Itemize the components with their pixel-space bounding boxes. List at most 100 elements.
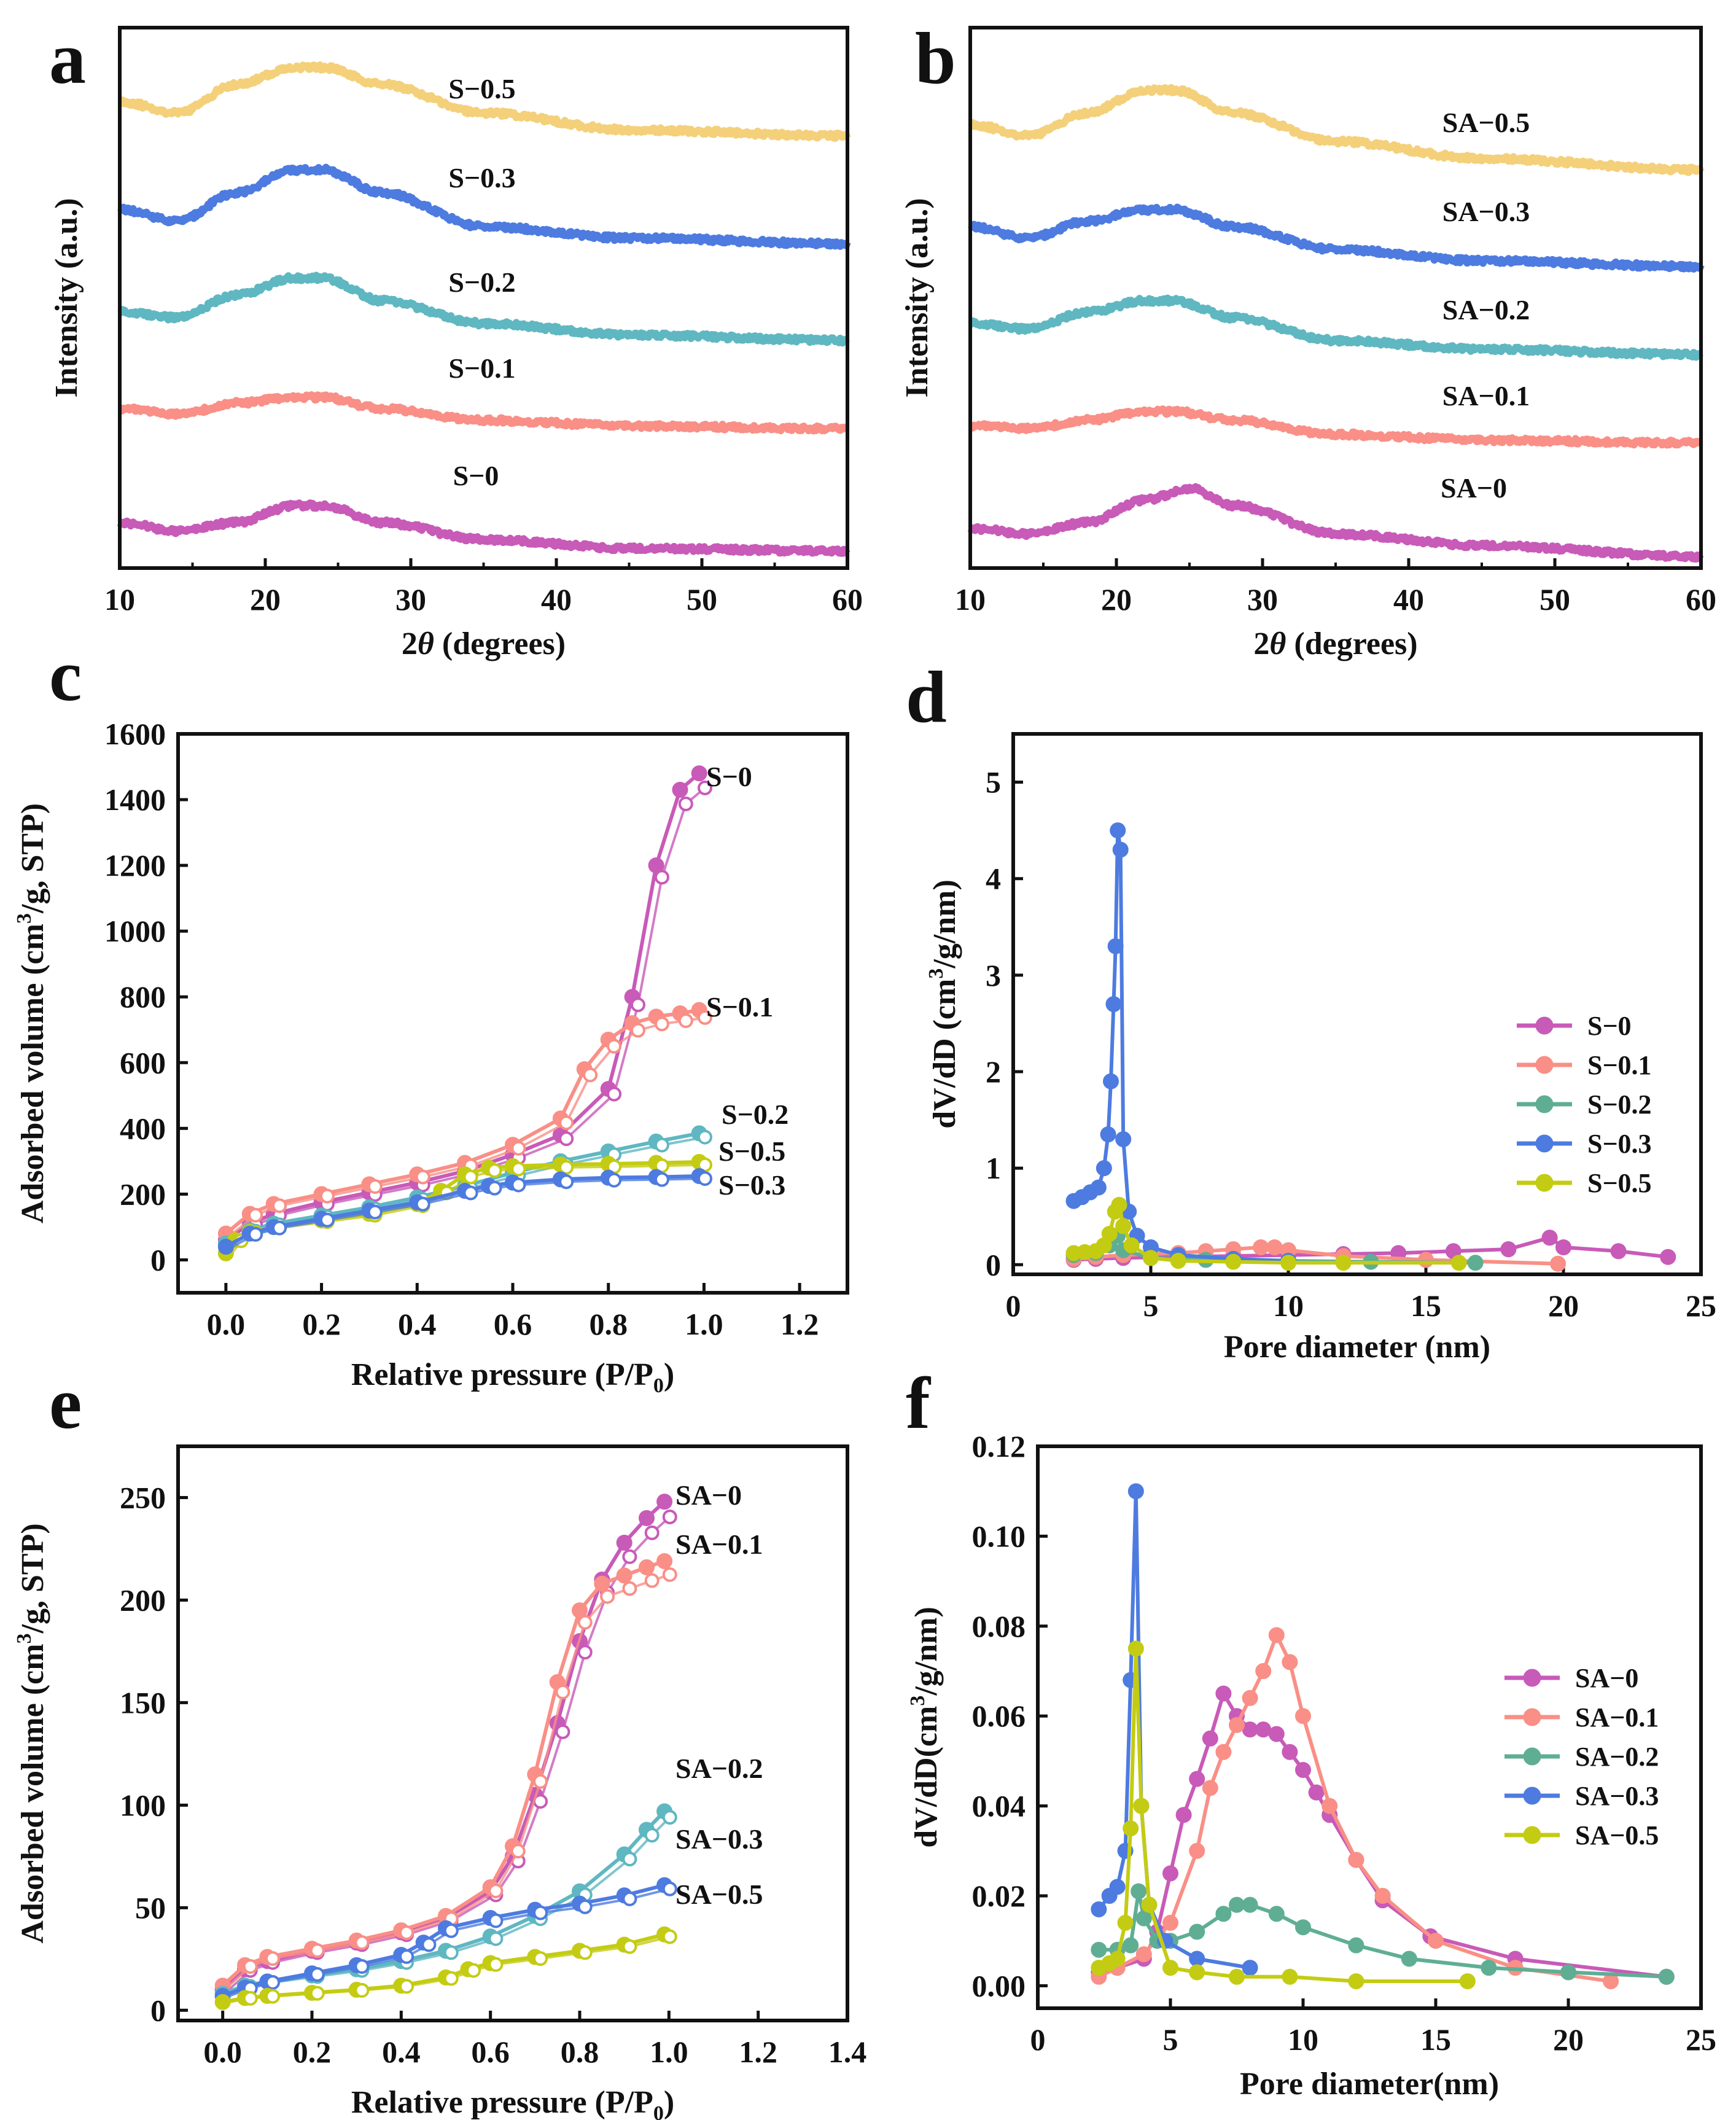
- data-point-SA−0: [1295, 1762, 1311, 1779]
- data-point-S−0.3: [1107, 938, 1124, 954]
- data-point-S−0.3: [1112, 841, 1129, 858]
- x-axis-title-post: (degrees): [1286, 626, 1417, 661]
- data-point-SA−0: [1242, 1721, 1258, 1738]
- series-line-SA−0.2: [222, 1810, 666, 1996]
- data-point-SA−0.2: [1131, 1883, 1147, 1900]
- data-point-SA−0: [1202, 1730, 1218, 1747]
- legend-label-S−0.5: S−0.5: [1587, 1168, 1652, 1198]
- y-tick-label-100: 100: [120, 1788, 166, 1822]
- x-axis-title-post: (degrees): [434, 626, 566, 661]
- y-tick-label-600: 600: [120, 1045, 166, 1080]
- data-point-SA−0.5: [1123, 1820, 1139, 1837]
- data-point-SA−0.1: [1348, 1852, 1364, 1868]
- data-point-SA−0.2: [1658, 1968, 1675, 1985]
- x-tick-label-20: 20: [1548, 1288, 1579, 1323]
- data-point-SA−0.2: [1229, 1896, 1245, 1913]
- y-tick-label-200: 200: [120, 1583, 166, 1617]
- data-point-SA−0: [1282, 1744, 1298, 1760]
- legend-marker-SA−0.5: [1523, 1826, 1541, 1844]
- data-point-SA−0.5: [1109, 1950, 1126, 1967]
- series-label-SA−0.1: SA−0.1: [1442, 380, 1530, 411]
- series-line-S−0.5: [117, 61, 851, 142]
- data-point-desorption-S−0.1: [678, 1013, 693, 1029]
- series-label-SA−0.2: SA−0.2: [1442, 294, 1530, 325]
- data-point-SA−0.5: [1348, 1973, 1364, 1990]
- data-point-SA−0: [1175, 1807, 1192, 1823]
- legend-label-SA−0: SA−0: [1575, 1663, 1638, 1693]
- x-tick-label-60: 60: [832, 582, 863, 617]
- data-point-desorption-S−0.3: [272, 1220, 287, 1236]
- x-tick-label-1.4: 1.4: [828, 2035, 867, 2069]
- data-point-SA−0.1: [1202, 1780, 1218, 1796]
- data-point-S−0: [1541, 1230, 1558, 1246]
- series-label-S−0.3: S−0.3: [448, 162, 515, 193]
- data-point-desorption-S−0.1: [654, 1016, 669, 1032]
- data-point-S−0: [1660, 1249, 1676, 1265]
- y-tick-label-0: 0: [150, 1993, 166, 2027]
- data-point-SA−0: [1255, 1721, 1272, 1738]
- data-point-desorption-SA−0.3: [265, 1974, 281, 1990]
- panel-d-pore-size-chart: 0 5 10 15 20 25 0 1 2 3 4 5 Pore diameter (nm) dV/dD …: [925, 732, 1716, 1365]
- data-point-S−0.3: [1110, 822, 1126, 839]
- x-tick-label-0.2: 0.2: [293, 2035, 332, 2069]
- legend-marker-S−0.2: [1535, 1095, 1554, 1113]
- series-label-S−0.2: S−0.2: [722, 1099, 788, 1130]
- data-point-desorption-S−0.3: [697, 1171, 712, 1187]
- x-axis-title: Pore diameter (nm): [1224, 1330, 1490, 1365]
- data-point-S−0.5: [1123, 1237, 1140, 1253]
- data-point-SA−0.1: [1135, 1946, 1152, 1963]
- data-point-desorption-SA−0.2: [644, 1828, 660, 1843]
- data-point-desorption-SA−0.1: [243, 1959, 258, 1974]
- x-tick-label-20: 20: [1553, 2022, 1584, 2057]
- series-line-S−0.3: [117, 163, 851, 250]
- data-point-desorption-S−0.1: [319, 1188, 335, 1204]
- data-point-desorption-SA−0.2: [622, 1852, 637, 1867]
- x-axis-title-sub: 0: [653, 2102, 664, 2120]
- data-point-S−0.1: [1266, 1239, 1283, 1255]
- y-tick-label-0.04: 0.04: [972, 1789, 1026, 1823]
- data-point-desorption-SA−0.5: [265, 1989, 281, 2004]
- data-point-SA−0.5: [1133, 1798, 1150, 1814]
- y-axis-title-pre: Adsorbed volume (cm: [15, 1643, 50, 1943]
- data-point-SA−0.1: [1268, 1627, 1285, 1643]
- data-point-SA−0.5: [1117, 1914, 1134, 1931]
- data-point-desorption-SA−0.1: [488, 1883, 504, 1898]
- x-axis-title: Pore diameter(nm): [1240, 2067, 1499, 2102]
- data-point-desorption-S−0.3: [654, 1172, 669, 1187]
- y-axis-title-pre: dV/dD(cm: [909, 1706, 944, 1848]
- data-point-SA−0.2: [1091, 1941, 1107, 1958]
- series-label-SA−0.3: SA−0.3: [675, 1823, 763, 1855]
- legend-marker-SA−0.2: [1523, 1747, 1541, 1766]
- x-tick-label-1.0: 1.0: [650, 2035, 688, 2069]
- data-point-SA−0.3: [1091, 1901, 1107, 1917]
- data-point-desorption-SA−0.1: [644, 1573, 660, 1588]
- data-point-desorption-SA−0.2: [488, 1931, 504, 1946]
- y-axis-title-sup: 3: [13, 913, 36, 924]
- data-point-S−0.3: [1105, 996, 1122, 1012]
- legend-marker-SA−0.1: [1523, 1708, 1541, 1726]
- data-point-desorption-S−0.5: [463, 1169, 478, 1185]
- x-axis-title: 2θ (degrees): [1253, 626, 1417, 661]
- data-point-desorption-S−0.3: [248, 1226, 263, 1242]
- x-tick-label-0.6: 0.6: [471, 2035, 510, 2069]
- data-point-desorption-S−0.3: [319, 1212, 335, 1228]
- series-label-S−0.2: S−0.2: [448, 267, 515, 298]
- legend-marker-S−0.1: [1535, 1056, 1554, 1074]
- data-point-desorption-S−0.3: [559, 1174, 574, 1190]
- data-point-SA−0.1: [616, 1567, 633, 1584]
- x-tick-label-0.0: 0.0: [207, 1307, 246, 1341]
- data-point-desorption-SA−0.1: [354, 1935, 370, 1950]
- legend-marker-S−0.3: [1535, 1134, 1554, 1153]
- data-point-desorption-S−0.3: [367, 1204, 383, 1220]
- data-point-desorption-S−0.1: [511, 1140, 526, 1156]
- y-axis-title: dV/dD (cm3/g/nm): [925, 879, 962, 1129]
- data-point-desorption-SA−0.5: [662, 1929, 677, 1944]
- y-axis-title-sup: 3: [925, 968, 948, 979]
- data-point-desorption-S−0.1: [367, 1179, 383, 1194]
- data-point-SA−0: [616, 1534, 633, 1551]
- x-tick-label-50: 50: [687, 582, 717, 617]
- y-axis-title-post: /g, STP): [15, 803, 50, 914]
- data-point-desorption-S−0.3: [487, 1180, 502, 1196]
- data-point-SA−0.1: [656, 1553, 673, 1569]
